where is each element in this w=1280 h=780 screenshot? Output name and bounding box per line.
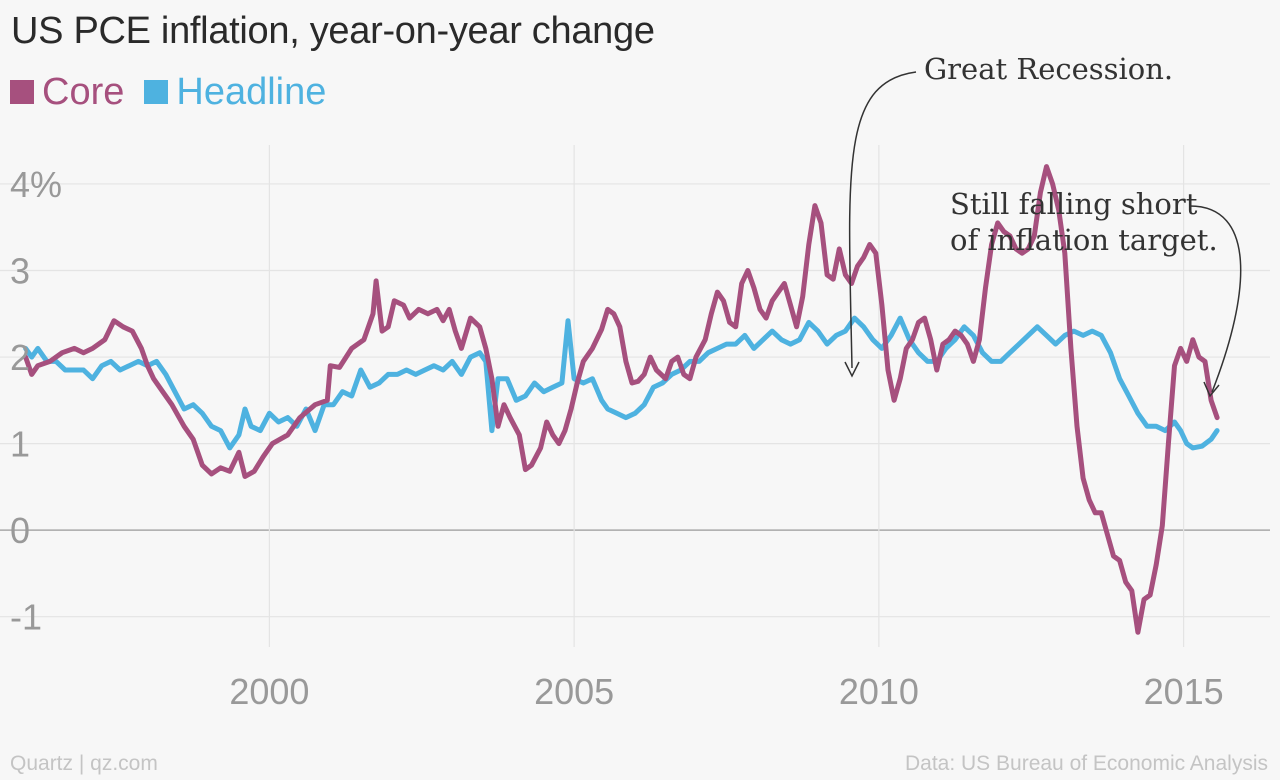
series-line-headline	[23, 315, 1220, 451]
legend-label-core: Core	[42, 71, 125, 113]
annotations: Great Recession. Still falling short of …	[844, 52, 1242, 398]
legend-item-core: Core	[10, 72, 124, 112]
x-tick-label: 2015	[1144, 671, 1224, 712]
legend-swatch-core	[10, 80, 34, 104]
series-line-core	[23, 164, 1220, 635]
x-tick-label: 2000	[229, 671, 309, 712]
annotation-arrow-recession	[848, 71, 917, 369]
footer-source-left: Quartz | qz.com	[10, 752, 158, 775]
y-tick-label: 1	[10, 424, 30, 465]
footer-source-right: Data: US Bureau of Economic Analysis	[904, 752, 1268, 775]
legend-swatch-headline	[144, 80, 169, 104]
series-layer	[23, 164, 1220, 635]
annotation-arrow-target	[1189, 205, 1242, 393]
y-tick-label: 4%	[10, 164, 62, 205]
chart-title: US PCE inflation, year-on-year change	[11, 10, 655, 52]
grid-layer	[0, 145, 1270, 647]
annotation-arrowhead-target	[1203, 381, 1220, 398]
tick-labels: 4% 3 2 1 0 -1 2000 2005 2010 2015	[10, 164, 1224, 712]
x-tick-label: 2010	[839, 671, 919, 712]
annotation-great-recession: Great Recession.	[924, 52, 1173, 86]
annotation-short-line1: Still falling short	[950, 187, 1198, 221]
legend-item-headline: Headline	[144, 72, 326, 112]
legend-label-headline: Headline	[176, 71, 327, 113]
y-tick-label: -1	[10, 597, 42, 638]
x-tick-label: 2005	[534, 671, 614, 712]
y-tick-label: 3	[10, 251, 30, 292]
annotation-arrowhead-recession	[844, 361, 860, 378]
y-tick-label: 0	[10, 510, 30, 551]
legend: Core Headline	[10, 72, 346, 112]
y-tick-label: 2	[10, 337, 30, 378]
annotation-short-line2: of inflation target.	[950, 223, 1218, 257]
